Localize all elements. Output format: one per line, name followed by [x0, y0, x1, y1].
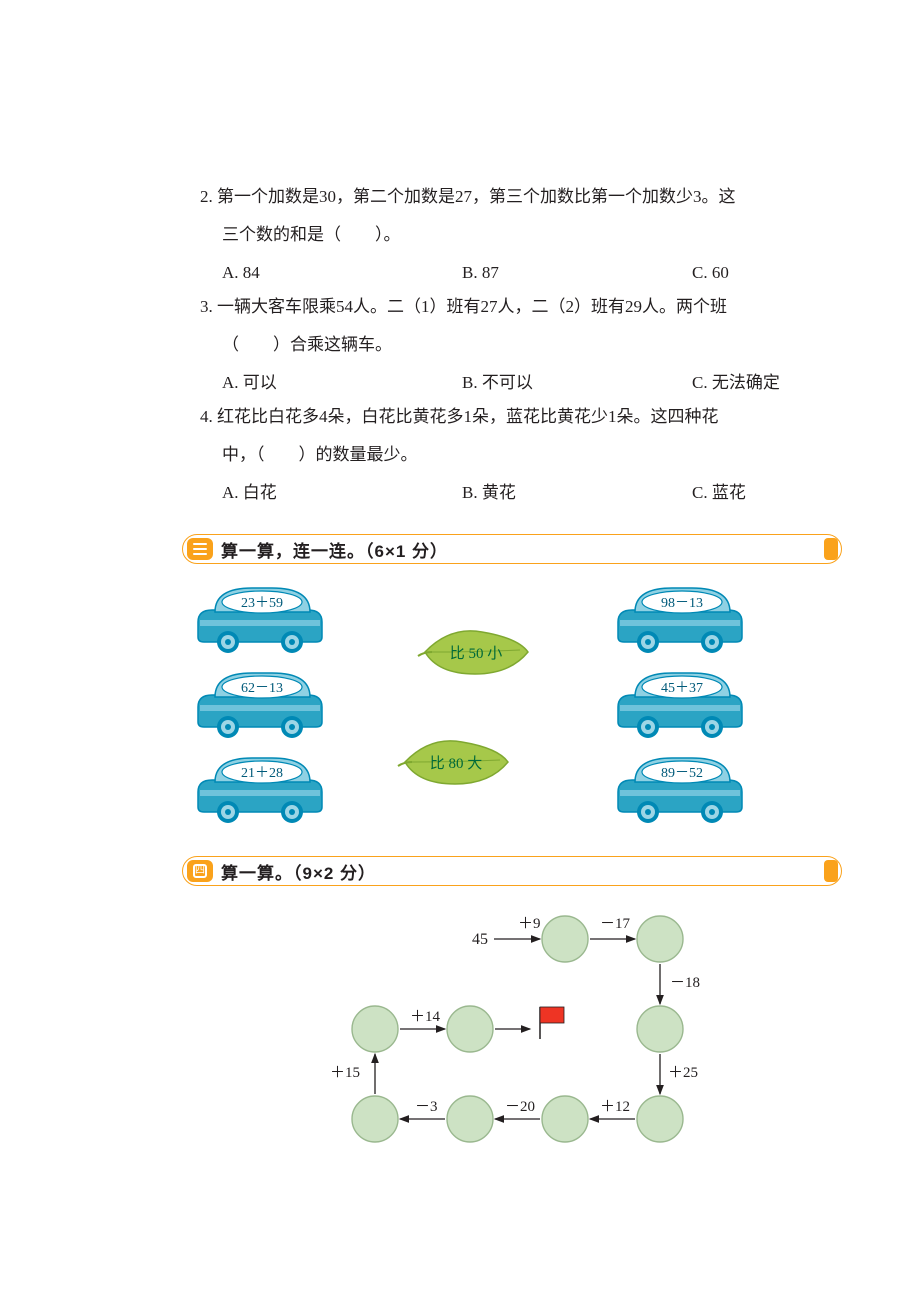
svg-text:98－13: 98－13	[661, 596, 703, 611]
svg-text:45＋37: 45＋37	[661, 681, 703, 696]
leaf-0: 比 50 小	[410, 622, 540, 687]
section-4-badge: 四	[187, 860, 213, 882]
section-3-endcap	[824, 538, 838, 560]
q2-opt-b: B. 87	[462, 256, 692, 290]
section-3-title: 算一算，连一连。（6×1 分）	[221, 537, 448, 562]
svg-text:89－52: 89－52	[661, 766, 703, 781]
section-4-title: 算一算。（9×2 分）	[221, 859, 376, 884]
car-2: 21＋28	[190, 752, 330, 832]
q3-num: 3.	[200, 297, 213, 316]
svg-text:＋15: ＋15	[330, 1065, 360, 1081]
svg-text:－3: －3	[415, 1099, 438, 1115]
q3-opt-a: A. 可以	[222, 366, 462, 400]
svg-text:－20: －20	[505, 1099, 535, 1115]
svg-text:23＋59: 23＋59	[241, 596, 283, 611]
svg-text:＋9: ＋9	[518, 916, 541, 932]
q3-options: A. 可以 B. 不可以 C. 无法确定	[200, 366, 860, 400]
svg-text:＋12: ＋12	[600, 1099, 630, 1115]
q3-opt-c: C. 无法确定	[692, 366, 780, 400]
q4-line1: 红花比白花多4朵，白花比黄花多1朵，蓝花比黄花少1朵。这四种花	[217, 407, 719, 426]
q4-opt-b: B. 黄花	[462, 476, 692, 510]
q2-opt-a: A. 84	[222, 256, 462, 290]
q3-opt-b: B. 不可以	[462, 366, 692, 400]
question-3: 3. 一辆大客车限乘54人。二（1）班有27人，二（2）班有29人。两个班	[200, 290, 860, 324]
section-4-header: 四 算一算。（9×2 分）	[182, 856, 842, 886]
leaf-1: 比 80 大	[390, 732, 520, 797]
q2-line2: 三个数的和是（ ）。	[200, 218, 860, 252]
svg-text:－18: －18	[670, 975, 700, 991]
question-2: 2. 第一个加数是30，第二个加数是27，第三个加数比第一个加数少3。这	[200, 180, 860, 214]
q3-line1: 一辆大客车限乘54人。二（1）班有27人，二（2）班有29人。两个班	[217, 297, 727, 316]
car-4: 45＋37	[610, 667, 750, 747]
q4-num: 4.	[200, 407, 213, 426]
q2-opt-c: C. 60	[692, 256, 729, 290]
q3-line2: （ ）合乘这辆车。	[200, 328, 860, 362]
section-3-badge	[187, 538, 213, 560]
car-1: 62－13	[190, 667, 330, 747]
svg-text:比 50 小: 比 50 小	[450, 645, 503, 662]
svg-text:＋25: ＋25	[668, 1065, 698, 1081]
q4-line2: 中，（ ）的数量最少。	[200, 438, 860, 472]
car-3: 98－13	[610, 582, 750, 662]
q4-opt-a: A. 白花	[222, 476, 462, 510]
section-3-area: 23＋59 62－13	[190, 582, 860, 832]
q2-num: 2.	[200, 187, 213, 206]
car-5: 89－52	[610, 752, 750, 832]
flow-diagram: 45 ＋9 －17 －18 ＋25 ＋12 －20 －3 ＋15 ＋14	[260, 904, 740, 1154]
svg-text:45: 45	[472, 931, 488, 948]
svg-text:21＋28: 21＋28	[241, 766, 283, 781]
svg-text:62－13: 62－13	[241, 681, 283, 696]
question-4: 4. 红花比白花多4朵，白花比黄花多1朵，蓝花比黄花少1朵。这四种花	[200, 400, 860, 434]
svg-text:－17: －17	[600, 916, 631, 932]
section-3-header: 算一算，连一连。（6×1 分）	[182, 534, 842, 564]
svg-text:比 80 大: 比 80 大	[430, 755, 483, 772]
car-0: 23＋59	[190, 582, 330, 662]
section-4-endcap	[824, 860, 838, 882]
svg-text:＋14: ＋14	[410, 1009, 441, 1025]
q2-line1: 第一个加数是30，第二个加数是27，第三个加数比第一个加数少3。这	[217, 187, 736, 206]
q4-opt-c: C. 蓝花	[692, 476, 746, 510]
q4-options: A. 白花 B. 黄花 C. 蓝花	[200, 476, 860, 510]
section-4-area: 45 ＋9 －17 －18 ＋25 ＋12 －20 －3 ＋15 ＋14	[260, 904, 860, 1164]
q2-options: A. 84 B. 87 C. 60	[200, 256, 860, 290]
